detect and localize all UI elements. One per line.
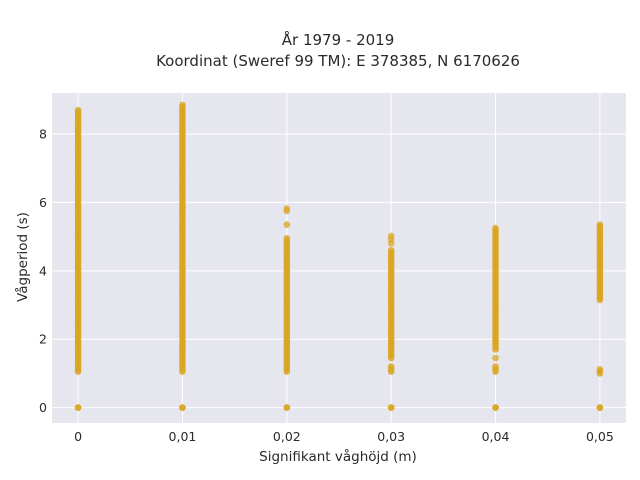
y-tick-label: 4 xyxy=(39,263,47,278)
data-point xyxy=(387,247,395,254)
data-point xyxy=(283,205,291,212)
data-point xyxy=(596,366,604,373)
plot-background xyxy=(52,93,626,423)
x-tick-label: 0,04 xyxy=(482,429,510,444)
data-point xyxy=(492,404,499,411)
y-tick-label: 2 xyxy=(39,332,47,347)
y-tick-labels: 0 2 4 6 8 xyxy=(39,127,47,416)
y-tick-label: 8 xyxy=(39,127,47,142)
data-point xyxy=(596,221,604,228)
x-tick-label: 0,05 xyxy=(586,429,614,444)
data-point xyxy=(179,101,186,109)
data-point xyxy=(179,404,186,411)
data-point xyxy=(74,404,82,411)
data-point xyxy=(492,363,499,370)
x-axis-label: Signifikant våghöjd (m) xyxy=(259,448,417,465)
data-point xyxy=(492,354,499,362)
x-tick-label: 0,01 xyxy=(169,429,197,444)
data-point xyxy=(387,363,395,370)
y-tick-label: 6 xyxy=(39,195,47,210)
y-axis-label: Vågperiod (s) xyxy=(14,212,31,302)
data-point xyxy=(283,221,291,228)
x-tick-labels: 0 0,01 0,02 0,03 0,04 0,05 xyxy=(74,429,614,444)
data-point xyxy=(492,224,499,232)
chart-subtitle: Koordinat (Sweref 99 TM): E 378385, N 61… xyxy=(156,52,520,70)
data-point xyxy=(596,404,604,411)
chart-title: År 1979 - 2019 xyxy=(282,30,395,49)
x-tick-label: 0 xyxy=(74,429,82,444)
data-point xyxy=(283,404,291,411)
y-tick-label: 0 xyxy=(39,400,47,415)
data-point xyxy=(387,232,395,240)
data-point xyxy=(387,404,395,411)
data-points xyxy=(74,101,604,411)
x-tick-label: 0,02 xyxy=(273,429,301,444)
data-point xyxy=(74,106,82,114)
x-tick-label: 0,03 xyxy=(377,429,405,444)
data-point xyxy=(283,235,291,242)
